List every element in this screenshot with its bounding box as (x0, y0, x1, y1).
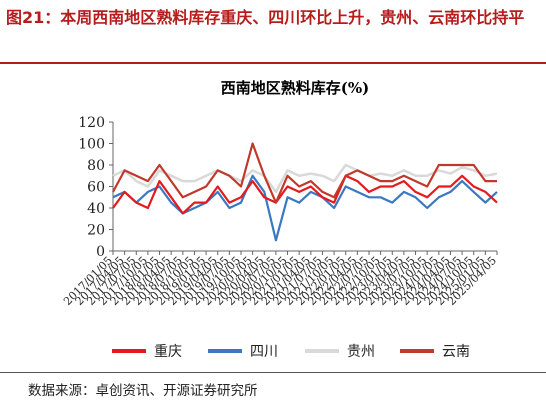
chart-lines (112, 142, 498, 242)
y-tick-label: 20 (87, 223, 105, 239)
y-tick-label: 40 (87, 201, 105, 217)
chart-title: 西南地区熟料库存(%) (221, 79, 369, 97)
source-divider (0, 372, 546, 373)
source-note: 数据来源：卓创资讯、开源证券研究所 (28, 383, 258, 399)
y-tick-label: 80 (87, 158, 105, 174)
series-line-贵州 (112, 163, 498, 194)
legend-label-贵州: 贵州 (347, 344, 375, 360)
legend-label-云南: 云南 (442, 344, 470, 360)
chart-axes: 0204060801001202017/01/052017/04/052017/… (61, 115, 499, 308)
series-line-重庆 (112, 174, 498, 215)
series-line-四川 (112, 174, 498, 242)
y-tick-label: 60 (87, 180, 105, 196)
y-tick-label: 100 (78, 137, 105, 153)
y-tick-label: 120 (78, 115, 105, 131)
legend-label-四川: 四川 (250, 344, 278, 360)
series-line-云南 (112, 142, 497, 204)
legend-label-重庆: 重庆 (154, 344, 182, 360)
figure-title: 图21：本周西南地区熟料库存重庆、四川环比上升，贵州、云南环比持平 (6, 8, 525, 27)
title-divider (0, 62, 546, 64)
y-tick-label: 0 (96, 244, 105, 260)
chart-legend: 重庆 四川 贵州 云南 (112, 344, 470, 360)
chart: 西南地区熟料库存(%) 0204060801001202017/01/05201… (61, 79, 499, 360)
